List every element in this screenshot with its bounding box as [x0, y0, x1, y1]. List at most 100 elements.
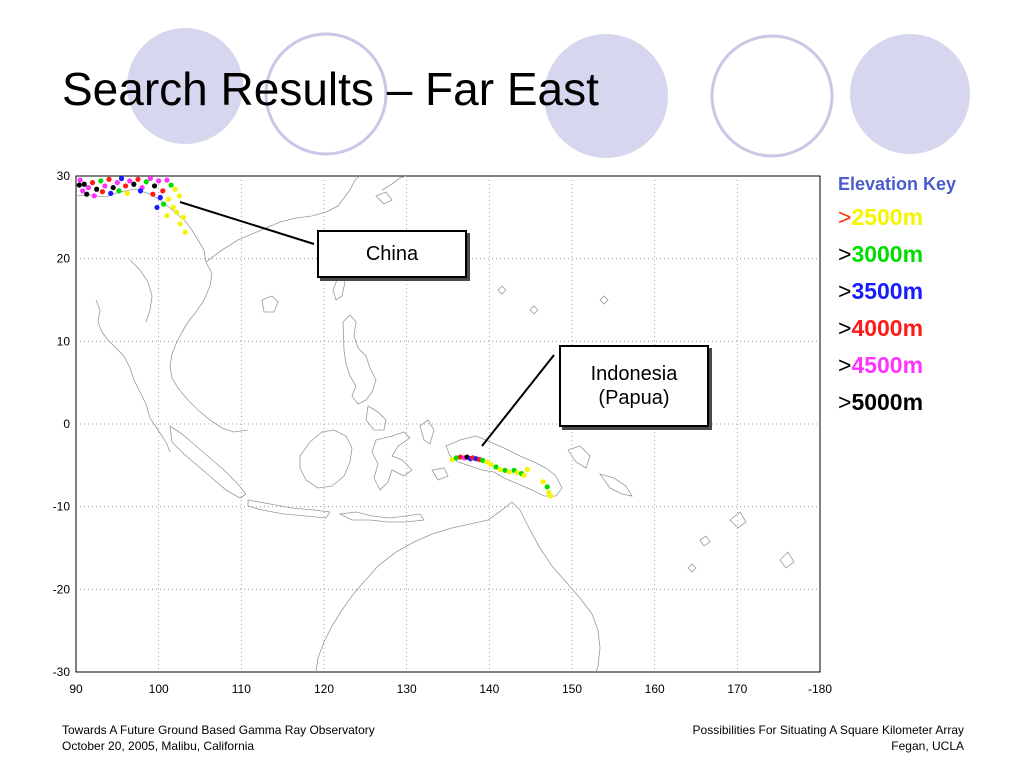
deco-circle-filled [544, 34, 668, 158]
elevation-point [94, 186, 100, 192]
elevation-point [521, 472, 527, 478]
x-tick-label: -180 [808, 682, 832, 696]
elevation-point [91, 193, 97, 199]
elevation-point [182, 229, 188, 235]
footer-right-line1: Possibilities For Situating A Square Kil… [692, 723, 964, 737]
x-tick-label: 100 [149, 682, 169, 696]
elevation-point [488, 461, 494, 468]
elevation-point [108, 190, 114, 196]
elevation-point [484, 459, 490, 465]
elevation-point [84, 191, 90, 197]
elevation-point [497, 466, 503, 473]
indonesia-callout: Indonesia (Papua) [559, 345, 709, 427]
elevation-key-label: 5000m [851, 389, 924, 415]
elevation-key-label: 4500m [851, 352, 924, 378]
footer-left-line1: Towards A Future Ground Based Gamma Ray … [62, 723, 375, 737]
elevation-point [123, 183, 129, 189]
elevation-point [124, 190, 130, 196]
x-tick-label: 150 [562, 682, 582, 696]
footer-left: Towards A Future Ground Based Gamma Ray … [62, 722, 375, 754]
elevation-point [170, 204, 177, 211]
elevation-point [116, 188, 122, 194]
elevation-point [81, 181, 87, 187]
slide-title: Search Results – Far East [62, 63, 599, 115]
elevation-key-label: 3000m [851, 241, 924, 267]
elevation-key-label: 4000m [851, 315, 924, 341]
elevation-key-list: >2500m >3000m >3500m >4000m >4500m >5000m [838, 199, 1008, 421]
y-tick-label: -30 [53, 665, 71, 679]
elevation-point [493, 464, 499, 470]
indonesia-callout-line2: (Papua) [598, 387, 670, 409]
elevation-point [76, 182, 82, 188]
deco-circle-outline [710, 34, 834, 158]
elevation-point [118, 175, 125, 182]
elevation-key-prefix: > [838, 241, 852, 267]
elevation-point [164, 177, 170, 183]
elevation-point [174, 209, 180, 215]
elevation-point [137, 188, 144, 194]
x-tick-label: 90 [69, 682, 83, 696]
elevation-point [143, 179, 149, 185]
elevation-point [157, 194, 163, 201]
footer-right: Possibilities For Situating A Square Kil… [693, 722, 964, 754]
x-tick-label: 160 [645, 682, 665, 696]
elevation-point [80, 188, 86, 194]
elevation-point [135, 176, 141, 182]
elevation-point [457, 454, 463, 460]
elevation-point [160, 188, 166, 194]
elevation-point [150, 191, 156, 197]
elevation-point [177, 221, 183, 227]
elevation-point [547, 493, 554, 499]
deco-circle-outline [264, 32, 388, 156]
elevation-key-label: 2500m [851, 204, 924, 230]
elevation-point [524, 466, 530, 473]
china-callout-label: China [365, 243, 419, 265]
y-tick-label: 10 [57, 334, 71, 348]
y-tick-label: 30 [57, 169, 71, 183]
y-tick-label: -10 [53, 500, 71, 514]
decorative-circles [127, 28, 970, 158]
elevation-point [99, 189, 106, 195]
elevation-key-item: >4000m [838, 310, 1008, 347]
elevation-key-prefix: > [838, 352, 852, 378]
elevation-point [540, 479, 546, 485]
indonesia-callout-line1: Indonesia [590, 363, 678, 385]
elevation-point [161, 201, 167, 207]
elevation-key-prefix: > [838, 204, 852, 230]
elevation-point [506, 469, 512, 475]
elevation-point [165, 196, 172, 202]
elevation-point [89, 180, 96, 186]
elevation-key-item: >3000m [838, 236, 1008, 273]
elevation-key-prefix: > [838, 389, 852, 415]
elevation-point [154, 204, 160, 211]
elevation-key-item: >5000m [838, 384, 1008, 421]
elevation-key-item: >4500m [838, 347, 1008, 384]
elevation-point [180, 214, 187, 220]
elevation-key-item: >3500m [838, 273, 1008, 310]
elevation-point [176, 193, 182, 199]
x-tick-label: 170 [727, 682, 747, 696]
x-tick-label: 110 [232, 682, 251, 696]
x-tick-label: 130 [397, 682, 417, 696]
elevation-key-item: >2500m [838, 199, 1008, 236]
elevation-point [172, 186, 178, 192]
axis-ticks: 90 100 110 120 130 140 150 160 170 -1803020100-10… [53, 169, 833, 696]
elevation-point [127, 178, 133, 184]
elevation-point [453, 455, 459, 461]
elevation-point [98, 178, 104, 184]
elevation-key: Elevation Key >2500m >3000m >3500m >4000m >4… [838, 174, 1008, 421]
elevation-point [131, 181, 137, 187]
footer-right-line2: Fegan, UCLA [891, 739, 964, 753]
china-leader-line [179, 201, 315, 245]
elevation-point [102, 183, 108, 189]
elevation-key-label: 3500m [851, 278, 924, 304]
y-tick-label: 0 [63, 417, 70, 431]
elevation-point [147, 175, 153, 182]
elevation-point [502, 467, 508, 473]
elevation-point [480, 457, 486, 463]
elevation-point [85, 184, 91, 191]
y-tick-label: 20 [57, 252, 71, 266]
elevation-key-prefix: > [838, 315, 852, 341]
elevation-point [514, 470, 521, 476]
